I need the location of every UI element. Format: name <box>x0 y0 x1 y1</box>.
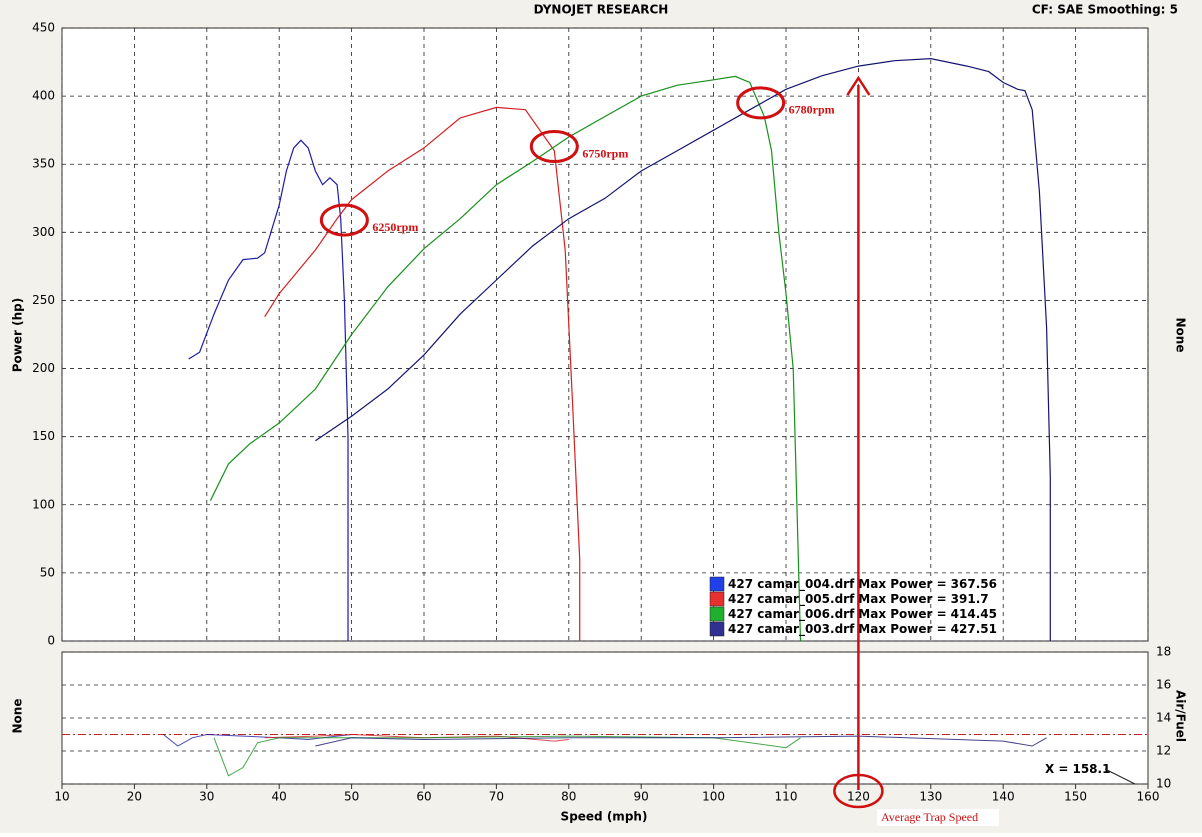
legend-name: 427 camar_004.drf <box>728 577 855 592</box>
trap-circle <box>833 773 884 809</box>
legend-swatch <box>709 621 725 637</box>
y-tick-label: 350 <box>32 157 55 171</box>
x-tick-label: 20 <box>127 790 142 804</box>
x-tick-label: 90 <box>634 790 649 804</box>
plot-area <box>61 27 1149 642</box>
legend-name: 427 camar_006.drf <box>728 607 855 622</box>
af-tick-label: 18 <box>1156 645 1171 659</box>
legend-swatch <box>709 576 725 592</box>
x-tick-label: 110 <box>775 790 798 804</box>
legend-label: Max Power = <box>858 622 946 636</box>
af-line <box>163 733 352 747</box>
legend-swatch <box>709 606 725 622</box>
legend-name: 427 camar_005.drf <box>728 592 855 607</box>
power-line <box>315 57 1051 641</box>
x-axis-label: Speed (mph) <box>561 810 648 824</box>
cursor-readout: X = 158.1 <box>1045 762 1110 776</box>
power-line <box>188 139 349 641</box>
annotation-text: 6780rpm <box>789 103 835 117</box>
legend-label: Max Power = <box>858 577 946 591</box>
x-tick-label: 70 <box>489 790 504 804</box>
annotation-text: 6750rpm <box>582 146 628 160</box>
cursor-label: X = <box>1045 762 1068 776</box>
annotation-text: 6250rpm <box>372 220 418 234</box>
legend-value: 414.45 <box>951 607 997 621</box>
legend-entry: 427 camar_006.drf Max Power = 414.45 <box>728 607 997 622</box>
x-tick-label: 40 <box>272 790 287 804</box>
lower-y-axis-label: None <box>11 699 25 734</box>
cursor-value: 158.1 <box>1072 762 1110 776</box>
power-line <box>209 75 802 642</box>
y-tick-label: 250 <box>32 293 55 307</box>
annotation-circle <box>319 203 369 237</box>
legend-label: Max Power = <box>858 607 946 621</box>
settings-label: CF: SAE Smoothing: 5 <box>1032 3 1178 17</box>
y-axis-label: Power (hp) <box>11 298 25 372</box>
x-tick-label: 30 <box>199 790 214 804</box>
power-line <box>264 106 581 641</box>
y-tick-label: 300 <box>32 225 55 239</box>
y-tick-label: 400 <box>32 89 55 103</box>
legend-entry: 427 camar_003.drf Max Power = 427.51 <box>728 622 997 637</box>
legend-name: 427 camar_003.drf <box>728 622 855 637</box>
legend-swatch <box>709 591 725 607</box>
x-tick-label: 160 <box>1137 790 1160 804</box>
af-tick-label: 16 <box>1156 678 1171 692</box>
y-tick-label: 0 <box>47 634 55 648</box>
y-tick-label: 50 <box>40 565 55 579</box>
af-tick-label: 10 <box>1156 777 1171 791</box>
x-tick-label: 80 <box>561 790 576 804</box>
y-tick-label: 100 <box>32 497 55 511</box>
x-tick-label: 10 <box>54 790 69 804</box>
y-tick-label: 150 <box>32 429 55 443</box>
legend-label: Max Power = <box>858 592 946 606</box>
annotation-circle <box>736 86 786 120</box>
af-tick-label: 14 <box>1156 711 1171 725</box>
legend-entry: 427 camar_005.drf Max Power = 391.7 <box>728 592 989 607</box>
x-tick-label: 140 <box>992 790 1015 804</box>
x-tick-label: 100 <box>702 790 725 804</box>
y2-axis-label: None <box>1174 318 1188 353</box>
af-line <box>315 735 1047 747</box>
y-tick-label: 200 <box>32 361 55 375</box>
legend-entry: 427 camar_004.drf Max Power = 367.56 <box>728 577 997 592</box>
trap-label-box <box>877 809 999 826</box>
y-tick-label: 450 <box>32 21 55 35</box>
chart-title: DYNOJET RESEARCH <box>534 3 669 17</box>
legend-value: 391.7 <box>951 592 989 606</box>
cursor-leader <box>1104 768 1136 785</box>
legend-value: 427.51 <box>951 622 997 636</box>
lower-y2-axis-label: Air/Fuel <box>1174 690 1188 742</box>
trap-label: Average Trap Speed <box>881 810 978 824</box>
annotation-circle <box>529 130 579 164</box>
x-tick-label: 130 <box>919 790 942 804</box>
x-tick-label: 60 <box>416 790 431 804</box>
af-tick-label: 12 <box>1156 744 1171 758</box>
x-tick-label: 120 <box>847 790 870 804</box>
x-tick-label: 150 <box>1064 790 1087 804</box>
x-tick-label: 50 <box>344 790 359 804</box>
legend-value: 367.56 <box>951 577 997 591</box>
trap-arrowhead <box>846 75 871 96</box>
